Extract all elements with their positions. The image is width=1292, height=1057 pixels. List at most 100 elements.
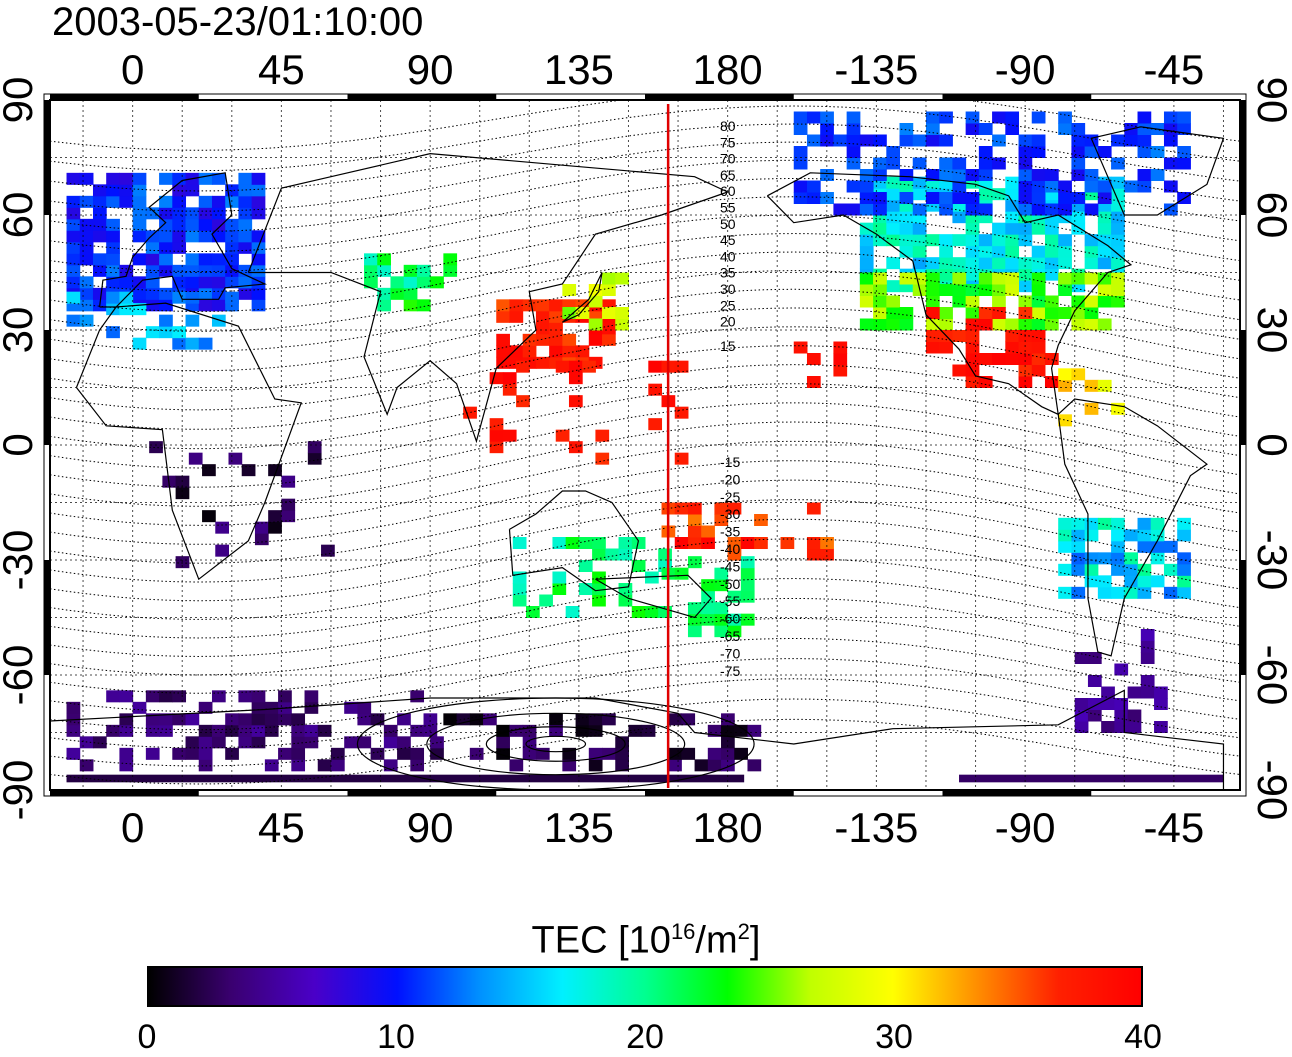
lon-tick-bottom: -45 [1144,804,1205,851]
tec-cell [79,299,94,312]
tec-cell [1137,111,1152,124]
tec-cell [820,537,834,549]
tec-cell [251,230,266,243]
lon-tick-top: -135 [834,46,918,93]
tec-cell [225,218,239,231]
tec-cell [631,537,646,549]
tec-cell [238,195,253,208]
tec-cell [145,299,160,312]
tec-cell [509,299,524,312]
mag-lat-contour [50,214,1240,293]
coastlines [50,126,1225,790]
tec-cell [211,690,226,703]
tec-cell [1111,157,1125,170]
tec-cell [873,192,887,204]
tec-cell [740,556,755,569]
plot-title: 2003-05-23/01:10:00 [52,0,424,44]
tec-cell [1140,640,1155,653]
tec-cell [588,713,603,726]
tec-cell [939,234,953,247]
tec-cell [211,207,226,220]
tec-cell [1071,318,1086,331]
tec-cell [317,724,332,737]
tec-cell [377,253,391,266]
tec-cell [172,241,187,254]
tec-cell [1097,192,1112,204]
tec-cell [539,594,553,607]
tec-cell [1084,529,1099,542]
tec-cell [925,111,940,124]
mag-lat-label: 40 [720,248,736,264]
tec-cell [939,203,953,216]
tec-cell [159,314,173,327]
tec-cell [952,234,967,247]
tec-cell [1084,257,1099,270]
frame-band [44,330,50,445]
tec-cell [172,184,187,197]
tec-cell [79,759,94,772]
tec-cell [873,284,887,296]
tec-cell [1058,529,1072,542]
mag-lat-label: 80 [720,118,736,134]
tec-cell [674,502,689,515]
tec-cell [727,537,742,549]
tec-cell [873,318,887,331]
tec-cell [939,307,953,319]
tec-cell [215,521,229,534]
frame-band [347,94,497,100]
tec-cell [886,188,901,201]
frame-band [1240,100,1246,215]
tec-cell [602,284,616,296]
tec-cell [1084,517,1099,530]
tec-cell [238,218,253,231]
tec-cell [403,287,418,300]
tec-cell [211,314,226,327]
tec-cell [211,736,226,749]
tec-cell [978,157,993,170]
tec-cell [582,360,596,373]
tec-cell [687,514,702,526]
tec-cell [721,747,735,760]
tec-cell [172,326,187,339]
tec-cell [390,287,405,300]
tec-cell [172,230,187,243]
tec-cell [132,230,147,243]
mag-lat-contour [50,597,1240,676]
tec-cell [1058,379,1072,392]
tec-cell [1074,709,1089,722]
lat-tick-left: -60 [0,645,41,706]
tec-cell [1127,709,1142,722]
tec-cell [1044,257,1059,270]
tec-cell [238,172,253,185]
tec-cell [410,690,425,703]
tec-cell [555,429,570,442]
tec-cell [489,418,504,431]
tec-cell [1058,192,1072,204]
tec-cell [952,364,967,377]
tec-cell [806,180,821,193]
tec-cell [1097,211,1112,224]
tec-cell [912,245,927,258]
tec-cell [793,192,808,204]
tec-cell [1058,203,1072,216]
lat-tick-right: -30 [1249,530,1292,591]
lat-tick-right: 0 [1249,433,1292,456]
tec-cell [423,713,438,726]
tec-cell [740,537,755,549]
tec-cell [1058,414,1072,427]
tec-cell [978,169,993,181]
tec-cell [645,571,659,584]
tec-cell [66,314,81,327]
tec-cell [925,169,940,181]
tec-cell [959,774,1224,783]
mag-lat-label: 75 [720,134,736,150]
mag-lat-label: -75 [720,663,740,679]
tec-cell [687,525,702,538]
tec-cell [1071,529,1086,542]
tec-cell [707,759,722,772]
tec-cell [992,257,1006,270]
tec-cell [397,747,411,760]
tec-cell [1071,134,1086,147]
tec-cell [403,299,418,312]
tec-cell [1177,575,1191,588]
